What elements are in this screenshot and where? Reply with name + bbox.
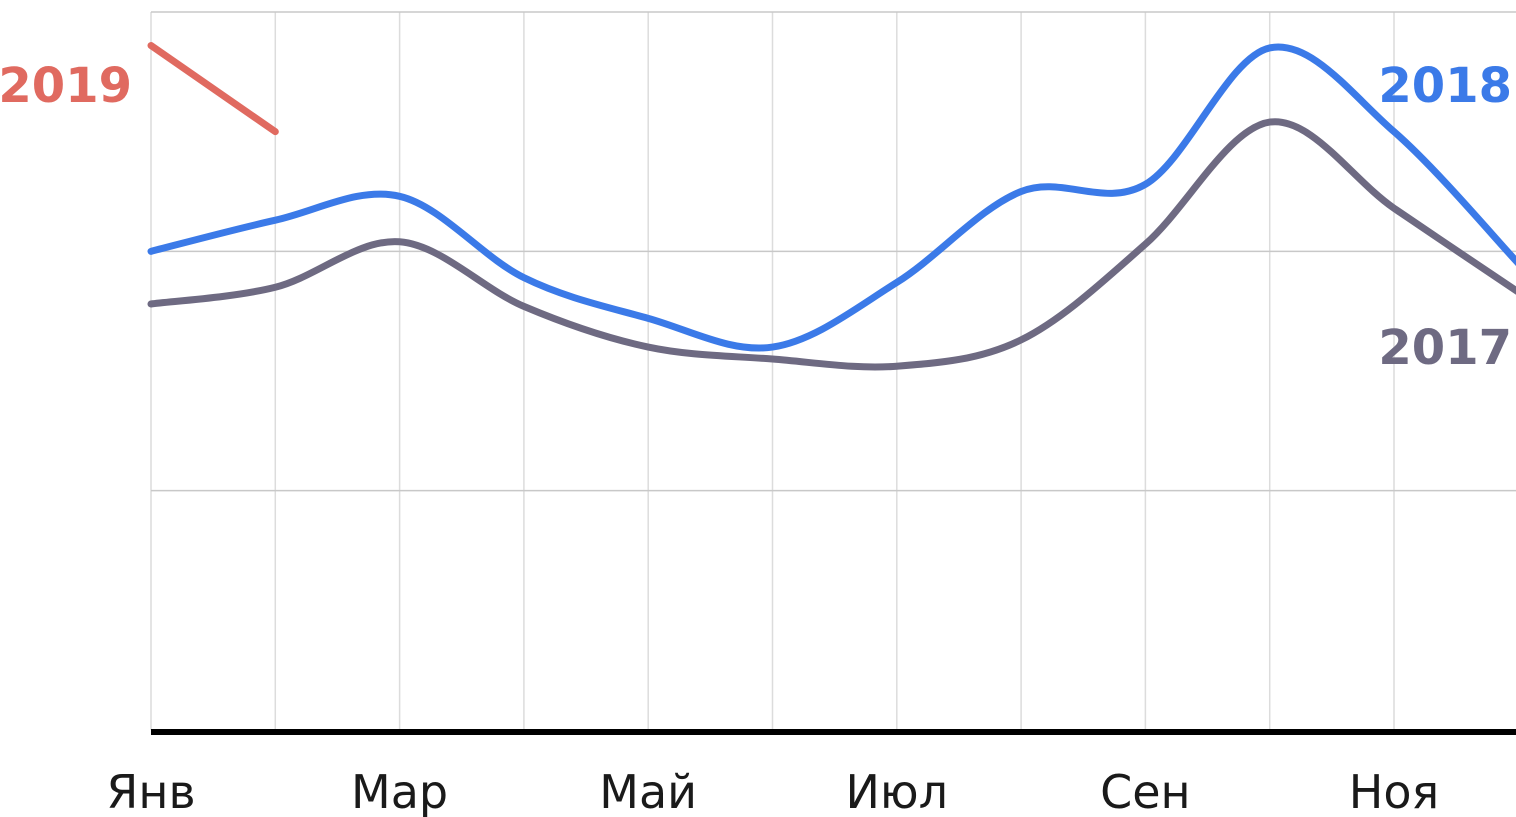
x-tick-label: Мар: [351, 765, 448, 817]
series-label-2019: 2019: [0, 58, 132, 114]
x-tick-label: Июл: [846, 765, 949, 817]
grid: [150, 11, 1516, 730]
series-line-2017: [147, 118, 1516, 371]
series-line-2019: [147, 42, 279, 136]
series-lines: [147, 42, 1516, 371]
series-line-2018: [147, 43, 1516, 352]
series-label-2018: 2018: [1378, 58, 1512, 114]
x-tick-label: Ноя: [1349, 765, 1439, 817]
x-axis-tick-labels: Янв Мар Май Июл Сен Ноя: [106, 765, 1439, 817]
series-label-2017: 2017: [1378, 320, 1512, 376]
x-tick-label: Янв: [106, 765, 195, 817]
series-labels: 2017 2018 2019: [0, 58, 1512, 376]
x-tick-label: Май: [599, 765, 697, 817]
x-tick-label: Сен: [1100, 765, 1191, 817]
